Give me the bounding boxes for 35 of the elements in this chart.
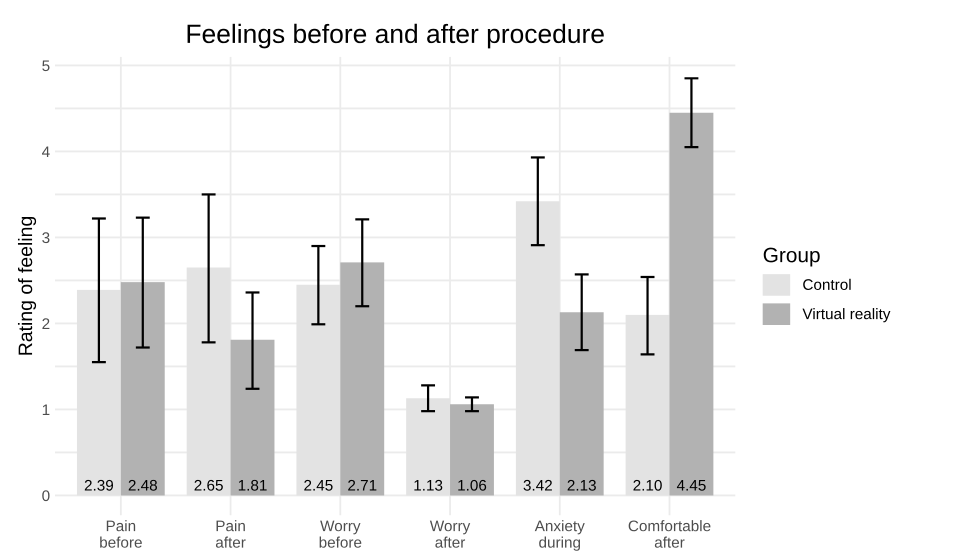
data-label: 1.06	[458, 480, 486, 491]
data-label: 2.10	[633, 480, 662, 491]
x-tick-label: Pain after	[216, 520, 246, 548]
y-tick-label: 3	[42, 232, 50, 244]
data-label: 2.39	[84, 480, 114, 491]
data-label: 2.65	[194, 480, 223, 491]
bar	[230, 340, 274, 496]
x-tick-label: Worry after	[430, 520, 470, 548]
y-axis-title: Rating of feeling	[18, 217, 36, 355]
bar	[120, 282, 165, 496]
y-tick-label: 2	[42, 318, 50, 329]
data-label: 2.48	[128, 480, 157, 491]
data-label: 4.45	[676, 480, 706, 491]
x-tick-label: Comfortable after	[628, 520, 710, 548]
data-label: 2.45	[304, 480, 333, 491]
data-label: 1.13	[414, 480, 442, 491]
chart-title: Feelings before and after procedure	[188, 24, 604, 48]
y-tick-label: 0	[42, 490, 50, 502]
data-label: 2.71	[348, 480, 376, 491]
data-label: 2.13	[568, 480, 596, 491]
x-tick-label: Worry before	[320, 520, 362, 548]
data-label: 1.81	[238, 480, 267, 491]
bar	[450, 404, 494, 496]
bar	[340, 262, 384, 496]
data-label: 3.42	[524, 480, 552, 491]
x-tick-label: Pain before	[100, 520, 142, 548]
x-tick-label: Anxiety during	[534, 520, 585, 551]
y-tick-label: 4	[42, 146, 50, 157]
y-tick-label: 1	[42, 404, 50, 415]
bar	[669, 112, 714, 496]
legend-label: Control	[803, 278, 851, 290]
bar	[560, 312, 604, 496]
legend-label: Virtual reality	[802, 308, 890, 322]
y-tick-label: 5	[42, 60, 50, 72]
legend-title: Group	[764, 248, 820, 266]
